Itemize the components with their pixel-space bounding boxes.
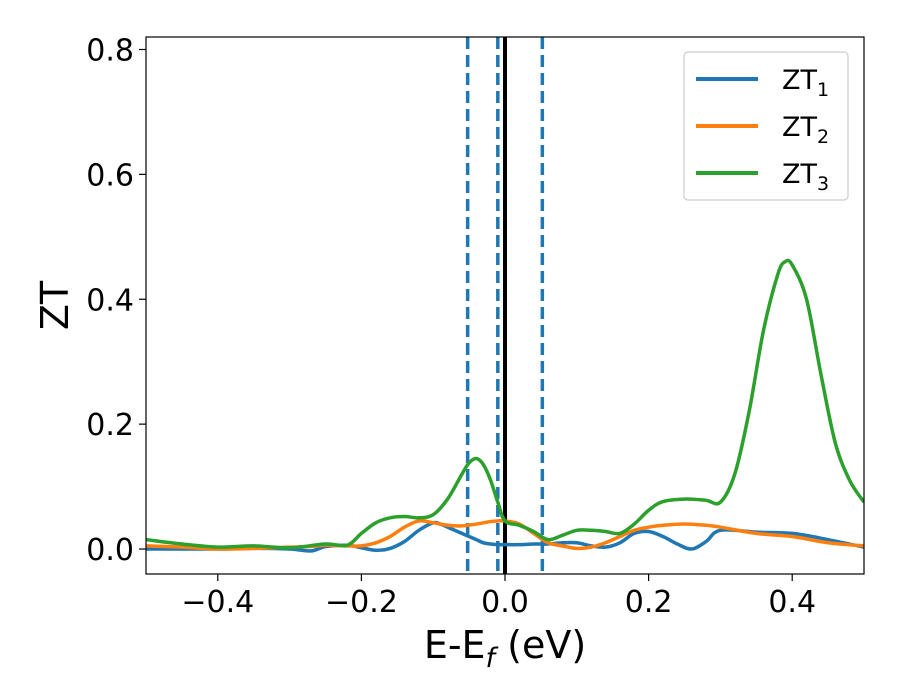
legend-label-zt2: ZT2 [782, 112, 829, 148]
y-tick-label: 0.8 [86, 33, 134, 68]
y-tick-label: 0.6 [86, 158, 134, 193]
axis-ticks: −0.4 −0.2 0.0 0.2 0.4 0.0 0.2 0.4 0.6 0.8 [86, 33, 816, 620]
y-axis-label: ZT [33, 280, 77, 330]
series-line-zt3 [146, 258, 864, 550]
x-axis-label: E-Ef (eV) [424, 623, 586, 674]
legend-label-zt1: ZT1 [782, 65, 829, 101]
y-tick-label: 0.2 [86, 408, 134, 443]
y-tick-label: 0.0 [86, 533, 134, 568]
legend-label-zt3: ZT3 [782, 159, 829, 195]
x-tick-label: −0.2 [325, 585, 398, 620]
plot-area [146, 37, 864, 574]
legend-box [683, 51, 849, 201]
x-tick-label: 0.4 [768, 585, 816, 620]
x-tick-label: −0.4 [181, 585, 254, 620]
y-tick-label: 0.4 [86, 283, 134, 318]
legend: ZT1 ZT2 ZT3 [683, 51, 849, 201]
x-tick-label: 0.2 [625, 585, 673, 620]
x-tick-label: 0.0 [481, 585, 529, 620]
